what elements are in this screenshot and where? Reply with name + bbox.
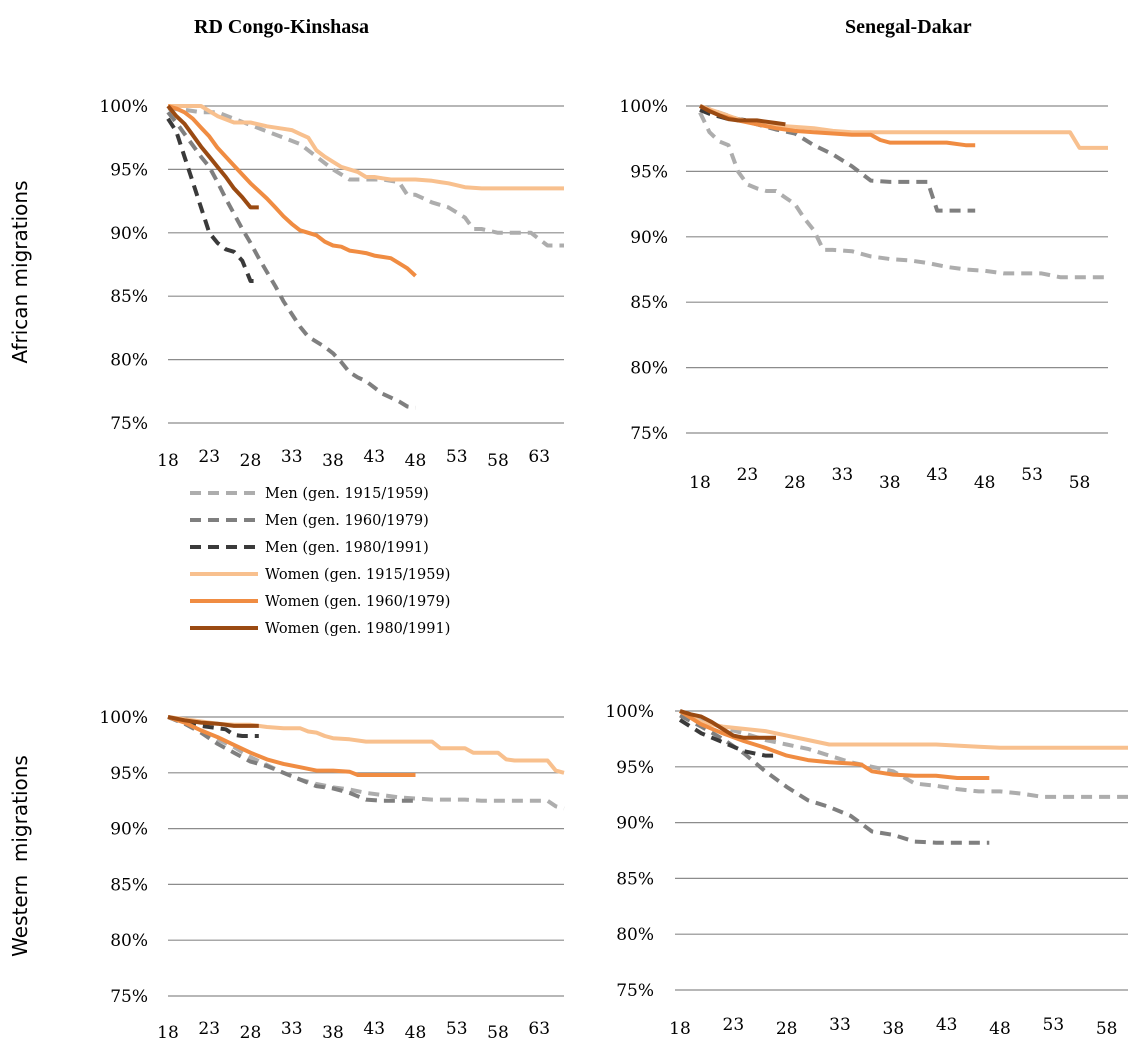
x-tick-label: 53 bbox=[1021, 465, 1043, 485]
y-tick-label: 90% bbox=[110, 820, 148, 840]
x-tick-label: 53 bbox=[1043, 1015, 1065, 1035]
x-tick-label: 33 bbox=[829, 1015, 851, 1035]
series-line-women_1960 bbox=[167, 104, 417, 278]
x-tick-label: 43 bbox=[936, 1015, 958, 1035]
x-tick-label: 58 bbox=[487, 451, 509, 471]
legend-label: Women (gen. 1960/1979) bbox=[265, 594, 450, 610]
x-tick-label: 43 bbox=[926, 465, 948, 485]
chart-panel-3: 100% 95% 90% 85% 80% 75% 18 23 28 33 38 43 48 53 58 bbox=[605, 702, 1128, 1039]
series-line-men_1960 bbox=[699, 104, 976, 213]
y-tick-label: 75% bbox=[110, 987, 148, 1007]
y-tick-label: 100% bbox=[99, 97, 148, 117]
x-tick-label: 43 bbox=[363, 447, 385, 467]
y-tick-label: 85% bbox=[110, 287, 148, 307]
legend-label: Men (gen. 1915/1959) bbox=[265, 486, 429, 502]
x-tick-label: 58 bbox=[1069, 473, 1091, 493]
series-line-women_1980 bbox=[679, 709, 776, 740]
series-line-women_1980 bbox=[166, 104, 259, 210]
x-tick-label: 28 bbox=[784, 473, 806, 493]
chart-panel-0: 100% 95% 90% 85% 80% 75% 18 23 28 33 38 43 48 53 58 63 bbox=[99, 97, 564, 471]
y-tick-label: 95% bbox=[630, 162, 668, 182]
y-tick-label: 80% bbox=[616, 925, 654, 945]
x-tick-label: 18 bbox=[157, 451, 179, 471]
y-tick-label: 85% bbox=[616, 869, 654, 889]
x-tick-label: 53 bbox=[446, 1019, 468, 1039]
legend: Men (gen. 1915/1959) Men (gen. 1960/1979)… bbox=[190, 486, 450, 637]
y-tick-label: 90% bbox=[616, 814, 654, 834]
y-tick-label: 75% bbox=[630, 424, 668, 444]
x-tick-label: 23 bbox=[198, 1019, 220, 1039]
column-title-congo: RD Congo-Kinshasa bbox=[194, 16, 370, 38]
series-line-women_1980 bbox=[699, 104, 786, 127]
y-tick-label: 90% bbox=[630, 228, 668, 248]
y-tick-label: 90% bbox=[110, 224, 148, 244]
series-line-men_1980 bbox=[678, 718, 776, 758]
x-tick-label: 38 bbox=[322, 1023, 344, 1043]
y-tick-label: 100% bbox=[99, 708, 148, 728]
y-tick-label: 85% bbox=[630, 293, 668, 313]
x-tick-label: 53 bbox=[446, 447, 468, 467]
y-tick-label: 80% bbox=[110, 351, 148, 371]
y-tick-label: 85% bbox=[110, 875, 148, 895]
column-title-senegal: Senegal-Dakar bbox=[845, 16, 972, 38]
series-line-women_1960 bbox=[167, 715, 416, 777]
x-tick-label: 18 bbox=[689, 473, 711, 493]
y-tick-label: 95% bbox=[110, 160, 148, 180]
x-tick-label: 38 bbox=[883, 1019, 905, 1039]
y-tick-label: 100% bbox=[619, 97, 668, 117]
x-tick-label: 33 bbox=[281, 447, 303, 467]
x-tick-label: 38 bbox=[879, 473, 901, 493]
series-line-men_1915 bbox=[167, 715, 565, 811]
legend-label: Women (gen. 1915/1959) bbox=[265, 567, 450, 583]
x-tick-label: 48 bbox=[405, 451, 427, 471]
x-tick-label: 38 bbox=[322, 451, 344, 471]
x-tick-label: 33 bbox=[832, 465, 854, 485]
y-tick-label: 75% bbox=[110, 414, 148, 434]
y-tick-label: 80% bbox=[110, 931, 148, 951]
y-tick-label: 95% bbox=[110, 764, 148, 784]
chart-panel-2: 100% 95% 90% 85% 80% 75% 18 23 28 33 38 43 48 53 58 63 bbox=[99, 708, 565, 1043]
legend-label: Men (gen. 1980/1991) bbox=[265, 540, 429, 556]
y-tick-label: 100% bbox=[605, 702, 654, 722]
x-tick-label: 18 bbox=[669, 1019, 691, 1039]
series-line-women_1915 bbox=[699, 104, 1108, 150]
series-line-men_1960 bbox=[166, 111, 416, 410]
x-tick-label: 23 bbox=[737, 465, 759, 485]
x-tick-label: 63 bbox=[528, 447, 550, 467]
x-tick-label: 48 bbox=[989, 1019, 1011, 1039]
chart-panel-1: 100% 95% 90% 85% 80% 75% 18 23 28 33 38 43 48 53 58 bbox=[619, 97, 1108, 493]
x-tick-label: 28 bbox=[776, 1019, 798, 1039]
series-line-women_1915 bbox=[679, 709, 1128, 750]
x-tick-label: 23 bbox=[198, 447, 220, 467]
series-line-men_1980 bbox=[166, 117, 259, 283]
series-line-women_1960 bbox=[678, 709, 990, 780]
legend-label: Men (gen. 1960/1979) bbox=[265, 513, 429, 529]
x-tick-label: 23 bbox=[723, 1015, 745, 1035]
series-line-women_1980 bbox=[167, 715, 259, 728]
x-tick-label: 33 bbox=[281, 1019, 303, 1039]
series-line-women_1960 bbox=[699, 104, 976, 148]
x-tick-label: 58 bbox=[487, 1023, 509, 1043]
y-tick-label: 75% bbox=[616, 981, 654, 1001]
series-line-men_1915 bbox=[698, 111, 1108, 280]
series-line-women_1915 bbox=[168, 104, 564, 191]
y-tick-label: 80% bbox=[630, 359, 668, 379]
series-line-men_1960 bbox=[167, 715, 416, 803]
x-tick-label: 28 bbox=[240, 1023, 262, 1043]
x-tick-label: 48 bbox=[974, 473, 996, 493]
x-tick-label: 18 bbox=[157, 1023, 179, 1043]
legend-label: Women (gen. 1980/1991) bbox=[265, 621, 450, 637]
x-tick-label: 58 bbox=[1096, 1019, 1118, 1039]
y-tick-label: 95% bbox=[616, 758, 654, 778]
x-tick-label: 43 bbox=[363, 1019, 385, 1039]
x-tick-label: 63 bbox=[528, 1019, 550, 1039]
x-tick-label: 28 bbox=[240, 451, 262, 471]
x-tick-label: 48 bbox=[405, 1023, 427, 1043]
